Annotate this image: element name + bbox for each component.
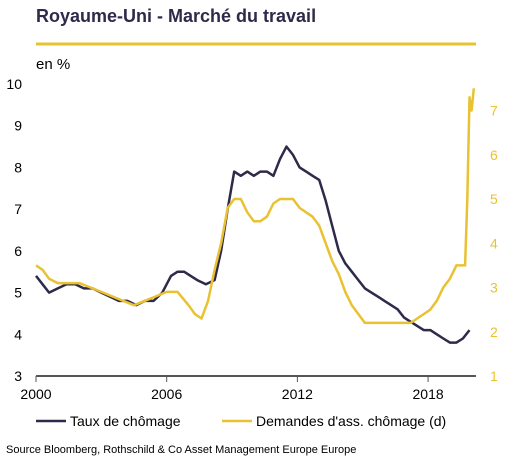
y-left-tick-label: 5: [14, 285, 22, 301]
legend-item-unemployment-label: Taux de chômage: [70, 413, 181, 429]
y-left-tick-label: 3: [14, 368, 22, 384]
y-right-tick-label: 2: [490, 324, 498, 340]
x-tick-label: 2006: [151, 386, 182, 402]
legend-item-claimant-label: Demandes d'ass. chômage (d): [256, 413, 446, 429]
y-left-tick-label: 7: [14, 201, 22, 217]
series-line-unemployment: [35, 145, 471, 344]
y-right-tick-label: 1: [490, 368, 498, 384]
series-line-claimant: [35, 88, 476, 325]
y-left-tick-label: 9: [14, 118, 22, 134]
y-right-tick-label: 6: [490, 147, 498, 163]
series-layer: [35, 88, 476, 344]
x-tick-label: 2000: [20, 386, 51, 402]
unit-label: en %: [36, 56, 71, 73]
axes: 3 4 5 6 7 8 9 10 1 2 3 4 5 6 7 2000 2006 2012 2018: [6, 76, 498, 402]
chart-title: Royaume-Uni - Marché du travail: [36, 6, 317, 26]
y-left-tick-label: 10: [6, 76, 22, 92]
y-left-tick-label: 6: [14, 243, 22, 259]
legend: Taux de chômage Demandes d'ass. chômage (…: [36, 413, 446, 429]
x-tick-label: 2018: [413, 386, 444, 402]
y-right-tick-label: 5: [490, 191, 498, 207]
x-tick-label: 2012: [282, 386, 313, 402]
y-left-tick-label: 4: [14, 326, 22, 342]
y-right-tick-label: 3: [490, 280, 498, 296]
y-right-tick-label: 4: [490, 235, 498, 251]
y-right-tick-label: 7: [490, 103, 498, 119]
y-left-tick-label: 8: [14, 159, 22, 175]
source-note: Source Bloomberg, Rothschild & Co Asset …: [6, 444, 357, 456]
